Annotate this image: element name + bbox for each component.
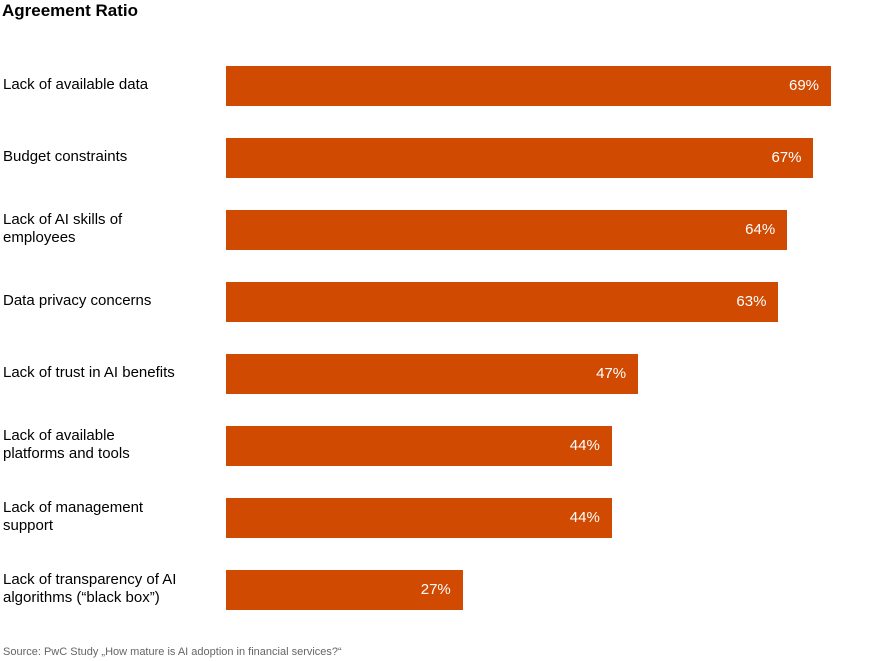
bar: [226, 210, 788, 250]
chart-title: Agreement Ratio: [2, 1, 139, 20]
category-label: Lack of available platforms and tools: [3, 427, 130, 462]
bar-value-label: 27%: [420, 581, 451, 598]
category-label: Lack of available data: [3, 76, 149, 93]
category-label: Lack of AI skills of employees: [3, 211, 123, 246]
bar: [226, 138, 814, 178]
bar-value-label: 63%: [736, 293, 767, 310]
bar-value-label: 69%: [789, 77, 820, 94]
source-note: Source: PwC Study „How mature is AI adop…: [3, 646, 342, 658]
category-label: Budget constraints: [3, 148, 128, 165]
category-label: Data privacy concerns: [3, 292, 152, 309]
bar-value-label: 67%: [771, 149, 802, 166]
bar: [226, 354, 639, 394]
bar-value-label: 64%: [745, 221, 776, 238]
bar-value-label: 44%: [569, 437, 600, 454]
category-label: Lack of transparency of AI algorithms (“…: [3, 571, 177, 606]
category-label: Lack of trust in AI benefits: [3, 364, 175, 381]
bar: [226, 570, 463, 610]
bar: [226, 282, 779, 322]
bar: [226, 66, 831, 106]
category-label: Lack of management support: [3, 499, 144, 534]
bar: [226, 426, 612, 466]
bar: [226, 498, 612, 538]
bar-value-label: 44%: [569, 509, 600, 526]
bar-value-label: 47%: [596, 365, 627, 382]
